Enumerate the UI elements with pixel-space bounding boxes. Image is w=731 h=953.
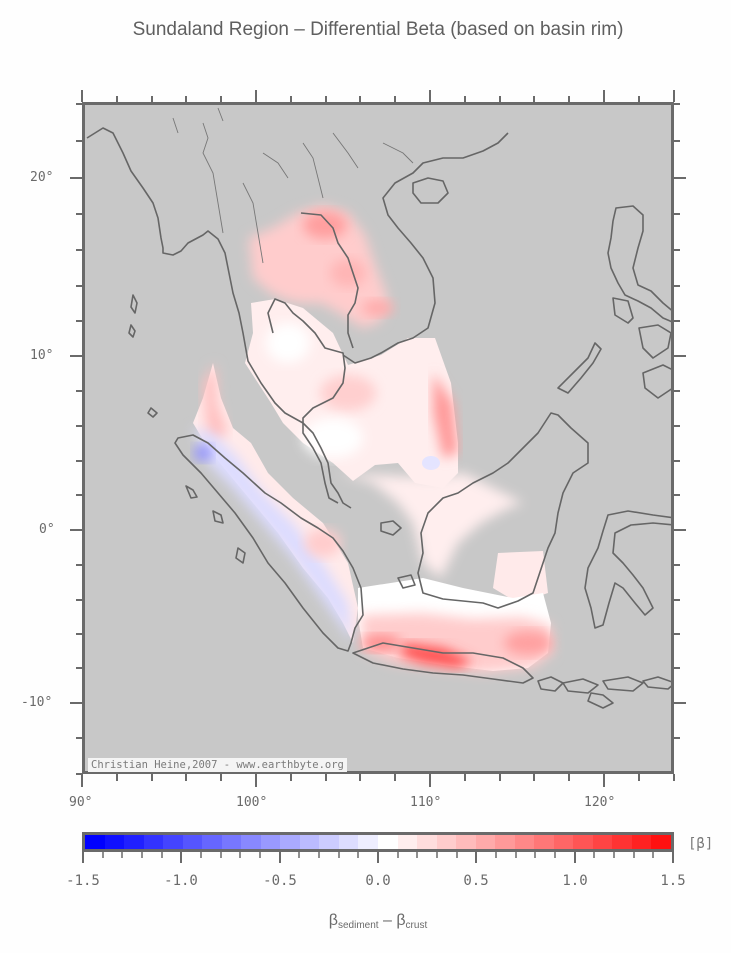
lon-label-110: 110°	[410, 795, 442, 810]
colorbar-swatch	[104, 835, 125, 849]
colorbar-swatch	[592, 835, 613, 849]
colorbar-tick-label: 0.5	[463, 873, 489, 889]
subscript-crust: crust	[405, 920, 428, 931]
colorbar-swatch	[475, 835, 496, 849]
colorbar-tick-label: -1.0	[164, 873, 198, 889]
colorbar-swatch	[182, 835, 203, 849]
lon-label-120: 120°	[584, 795, 616, 810]
colorbar-swatch	[143, 835, 164, 849]
colorbar-swatch	[514, 835, 535, 849]
sundaland-map	[86, 107, 671, 709]
colorbar-swatch	[260, 835, 281, 849]
colorbar-swatch	[417, 835, 437, 849]
minus-beta: – β	[378, 912, 406, 929]
colorbar-swatch	[397, 835, 418, 849]
colorbar-swatch	[319, 835, 339, 849]
colorbar-swatch	[163, 835, 183, 849]
rivers	[172, 107, 414, 264]
colorbar-swatch	[299, 835, 320, 849]
beta-symbol: β	[328, 912, 338, 929]
colorbar-swatch	[456, 835, 476, 849]
colorbar-swatch	[358, 835, 378, 849]
colorbar	[82, 832, 674, 852]
colorbar-swatch	[631, 835, 652, 849]
colorbar-swatch	[338, 835, 359, 849]
coastlines	[86, 127, 671, 709]
colorbar-swatch	[651, 835, 671, 849]
lat-label-minus10: -10°	[21, 695, 53, 710]
colorbar-swatch	[377, 835, 398, 849]
lon-label-100: 100°	[236, 795, 268, 810]
colorbar-swatch	[553, 835, 574, 849]
colorbar-unit: [β]	[688, 836, 714, 852]
colorbar-tick-label: 1.0	[562, 873, 588, 889]
colorbar-tick-label: -1.5	[66, 873, 100, 889]
colorbar-swatch	[202, 835, 222, 849]
subscript-sediment: sediment	[337, 920, 379, 931]
colorbar-tick-label: 0.0	[365, 873, 391, 889]
colorbar-swatch	[495, 835, 515, 849]
colorbar-swatch	[573, 835, 593, 849]
colorbar-tick-label: 1.5	[660, 873, 686, 889]
chart-title: Sundaland Region – Differential Beta (ba…	[132, 19, 624, 40]
credit-text: Christian Heine,2007 - www.earthbyte.org	[88, 758, 347, 772]
colorbar-swatch	[124, 835, 144, 849]
lat-label-20: 20°	[30, 170, 54, 185]
colorbar-axis-label: βsediment – βcrust	[0, 912, 731, 931]
colorbar-swatch	[534, 835, 554, 849]
lon-label-90: 90°	[69, 795, 93, 810]
colorbar-swatch	[241, 835, 261, 849]
colorbar-swatch	[85, 835, 105, 849]
beta-field	[193, 205, 553, 673]
colorbar-swatch	[436, 835, 457, 849]
lat-label-0: 0°	[39, 522, 55, 537]
colorbar-swatch	[221, 835, 242, 849]
lat-label-10: 10°	[30, 348, 54, 363]
colorbar-tick-label: -0.5	[263, 873, 297, 889]
map-panel	[82, 102, 674, 774]
colorbar-swatch	[612, 835, 632, 849]
colorbar-swatch	[280, 835, 300, 849]
